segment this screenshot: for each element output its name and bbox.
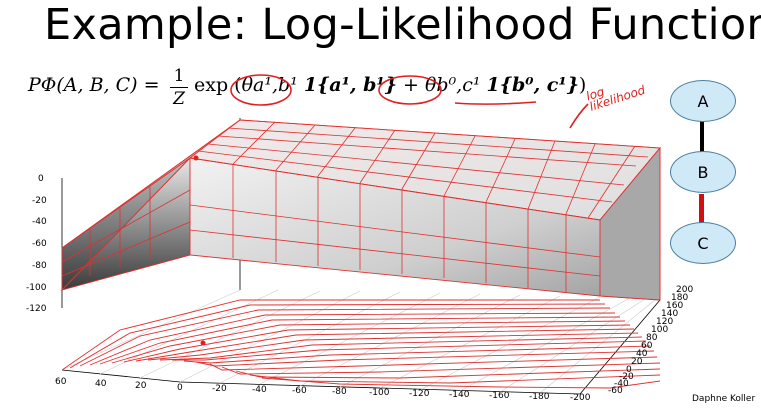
y-tick: 20 [631,357,643,367]
x-tick: 60 [55,377,67,387]
underline-ind2 [454,101,537,105]
credit-text: Daphne Koller [692,394,756,404]
formula-fraction: 1 Z [170,66,188,109]
y-tick: -60 [608,386,623,396]
fraction-numerator: 1 [173,66,185,86]
z-tick: -100 [26,283,47,293]
exp-label: exp ( [194,74,242,96]
base-front-left [61,369,181,383]
edge-b-c [699,194,704,224]
slide-title: Example: Log-Likelihood Function [44,0,761,50]
x-tick: -160 [489,391,510,401]
x-tick: -120 [409,389,430,399]
y-tick: -40 [614,379,629,389]
plus-sign: + [396,74,425,96]
x-tick: -200 [570,393,591,403]
y-tick: 60 [641,341,653,351]
indicator-bc: 1{b⁰, c¹} [486,74,579,96]
theta-bc-circle [378,75,442,105]
node-c: C [670,222,736,264]
z-tick: -60 [32,239,47,249]
surface-right-face [599,146,661,301]
fraction-denominator: Z [173,89,185,109]
close-paren: ) [578,74,587,96]
x-tick: -80 [332,387,347,397]
x-tick: 40 [95,379,107,389]
surface-marker [193,155,199,161]
edge-a-b [700,118,704,154]
z-tick: -80 [32,261,47,271]
theta-bc: θb⁰,c¹ [424,74,481,96]
z-tick: -20 [32,196,47,206]
indicator-ab: 1{a¹, b¹} [303,74,397,96]
node-b: B [670,151,736,193]
surface [60,119,661,301]
x-tick: -180 [529,392,550,402]
y-tick: 120 [656,317,674,327]
z-tick: -120 [26,304,47,314]
surface-left-lower [60,156,191,291]
x-tick: -100 [369,388,390,398]
z-tick: 0 [38,174,44,184]
formula-lhs: PΦ(A, B, C) = [28,74,160,96]
y-tick: 0 [626,365,632,375]
formula-rhs: exp (θa¹,b¹ 1{a¹, b¹} + θb⁰,c¹ 1{b⁰, c¹}… [194,74,586,96]
y-tick: 140 [661,309,679,319]
x-tick: 0 [177,383,183,393]
x-tick: -140 [449,390,470,400]
annotation-marks [230,74,589,129]
node-a: A [670,80,736,122]
z-tick: -40 [32,217,47,227]
contour-lines [61,299,661,389]
y-tick: -20 [619,372,634,382]
y-tick: 80 [646,333,658,343]
x-tick: -40 [252,385,267,395]
surface-mesh [61,119,661,292]
y-tick: 200 [676,285,694,295]
fraction-bar [170,87,188,88]
y-tick: 40 [636,349,648,359]
y-tick: 160 [666,301,684,311]
y-tick: 180 [671,293,689,303]
x-tick: -20 [212,384,227,394]
x-tick: 20 [135,381,147,391]
annotation-stroke [569,103,589,129]
theta-ab-circle [230,74,292,106]
formula: PΦ(A, B, C) = 1 Z exp (θa¹,b¹ 1{a¹, b¹} … [22,66,586,110]
floor-marker [200,340,206,346]
y-tick: 100 [651,325,669,335]
x-tick: -60 [292,386,307,396]
